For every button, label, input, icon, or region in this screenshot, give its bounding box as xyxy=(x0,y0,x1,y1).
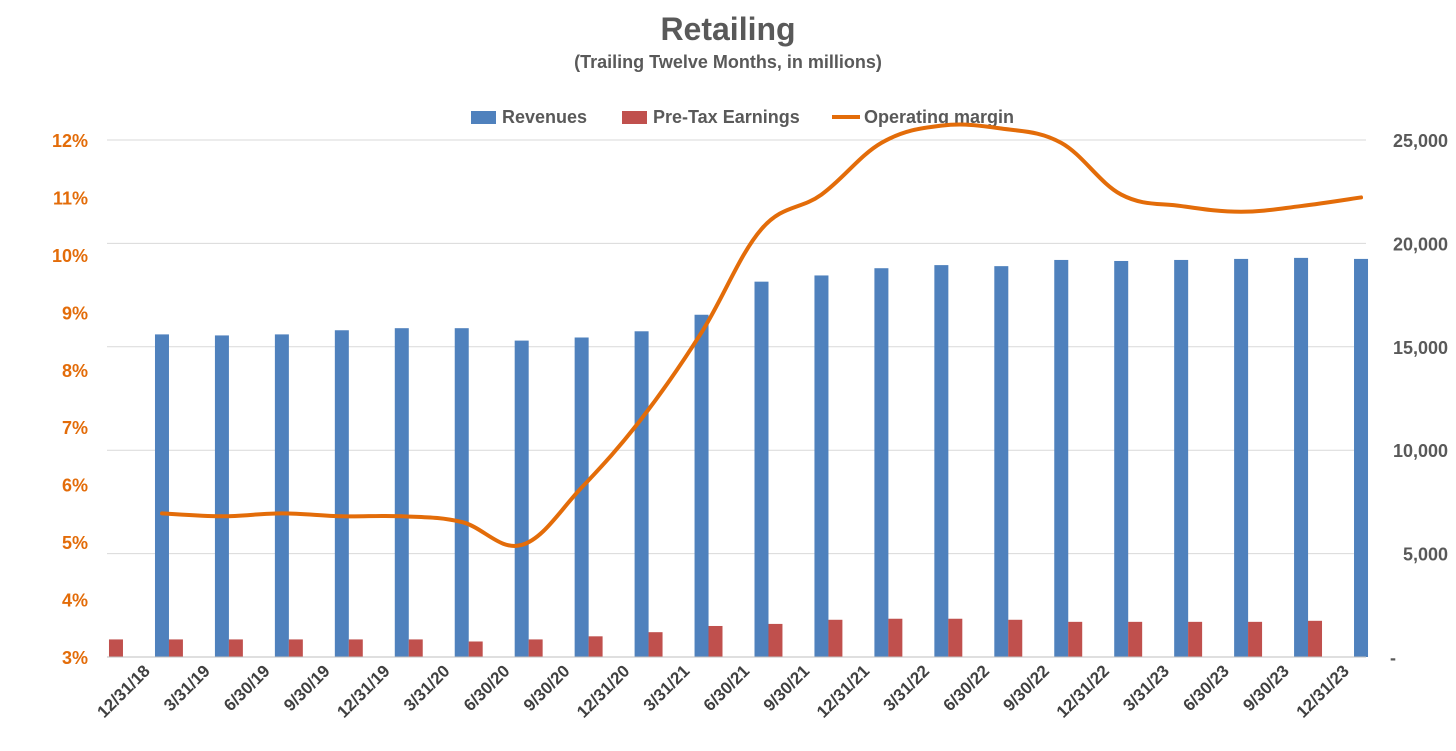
revenues-bar xyxy=(334,330,349,657)
left-y-tick-label: 11% xyxy=(53,188,88,208)
left-y-tick-label: 7% xyxy=(62,418,88,438)
x-tick-label: 12/31/20 xyxy=(573,661,633,721)
x-tick-label: 12/31/19 xyxy=(333,661,393,721)
revenues-bar xyxy=(874,268,889,657)
right-y-tick-label: - xyxy=(1390,648,1396,668)
x-axis: 12/31/18 3/31/19 6/30/19 9/30/19 12/31/19 3/3… xyxy=(94,661,1353,721)
pretax-bar xyxy=(288,639,303,657)
pretax-bars xyxy=(108,618,1323,657)
left-y-tick-label: 5% xyxy=(62,533,88,553)
revenues-bars xyxy=(154,257,1369,657)
revenues-bar xyxy=(634,331,649,657)
left-y-tick-label: 3% xyxy=(62,648,88,668)
pretax-bar xyxy=(108,639,123,657)
legend-swatch xyxy=(622,111,647,124)
revenues-bar xyxy=(154,334,169,657)
left-y-axis: 3% 4% 5% 6% 7% 8% 9% 10% 11% 12% xyxy=(52,131,88,668)
revenues-bar xyxy=(1294,257,1309,657)
legend-item: Operating margin xyxy=(832,107,1014,127)
left-y-tick-label: 8% xyxy=(62,361,88,381)
pretax-bar xyxy=(708,625,723,657)
revenues-bar xyxy=(694,314,709,657)
pretax-bar xyxy=(768,623,783,657)
left-y-tick-label: 10% xyxy=(52,246,88,266)
revenues-bar xyxy=(754,281,769,657)
left-y-tick-label: 9% xyxy=(62,303,88,323)
x-tick-label: 9/30/21 xyxy=(760,661,814,715)
operating-margin-path xyxy=(159,122,1364,548)
revenues-bar xyxy=(1354,258,1369,657)
pretax-bar xyxy=(1248,621,1263,657)
x-tick-label: 12/31/18 xyxy=(94,661,154,721)
legend-label: Pre-Tax Earnings xyxy=(653,107,800,127)
legend-swatch xyxy=(471,111,496,124)
pretax-bar xyxy=(588,636,603,657)
revenues-bar xyxy=(454,328,469,657)
revenues-bar xyxy=(1234,258,1249,657)
revenues-bar xyxy=(514,340,529,657)
pretax-bar xyxy=(408,639,423,657)
chart-title: Retailing xyxy=(660,11,795,47)
revenues-bar xyxy=(934,265,949,657)
x-tick-label: 3/31/21 xyxy=(640,661,694,715)
revenues-bar xyxy=(1174,259,1189,657)
pretax-bar xyxy=(168,639,183,657)
chart-subtitle: (Trailing Twelve Months, in millions) xyxy=(574,52,882,72)
x-tick-label: 6/30/20 xyxy=(460,661,514,715)
pretax-bar xyxy=(468,641,483,657)
legend-item: Pre-Tax Earnings xyxy=(622,107,800,127)
pretax-bar xyxy=(1068,621,1083,657)
x-tick-label: 12/31/21 xyxy=(813,661,873,721)
pretax-bar xyxy=(648,632,663,657)
right-y-tick-label: 25,000 xyxy=(1393,131,1448,151)
legend-item: Revenues xyxy=(471,107,587,127)
pretax-bar xyxy=(1188,621,1203,657)
revenues-bar xyxy=(1054,259,1069,657)
x-tick-label: 9/30/20 xyxy=(520,661,574,715)
right-y-tick-label: 10,000 xyxy=(1393,441,1448,461)
revenues-bar xyxy=(994,266,1009,657)
x-tick-label: 6/30/21 xyxy=(700,661,754,715)
left-y-tick-label: 12% xyxy=(52,131,88,151)
x-tick-label: 6/30/23 xyxy=(1179,661,1233,715)
x-tick-label: 9/30/19 xyxy=(280,661,334,715)
operating-margin-line xyxy=(159,122,1364,548)
pretax-bar xyxy=(888,618,903,657)
x-tick-label: 12/31/23 xyxy=(1293,661,1353,721)
legend-label: Revenues xyxy=(502,107,587,127)
pretax-bar xyxy=(1128,621,1143,657)
left-y-tick-label: 6% xyxy=(62,476,88,496)
left-y-tick-label: 4% xyxy=(62,591,88,611)
right-y-tick-label: 15,000 xyxy=(1393,338,1448,358)
right-y-axis: - 5,000 10,000 15,000 20,000 25,000 xyxy=(1390,131,1448,668)
x-tick-label: 6/30/19 xyxy=(220,661,274,715)
right-y-tick-label: 5,000 xyxy=(1403,545,1448,565)
x-tick-label: 3/31/22 xyxy=(880,661,934,715)
pretax-bar xyxy=(528,639,543,657)
revenues-bar xyxy=(214,335,229,657)
x-tick-label: 3/31/19 xyxy=(160,661,214,715)
pretax-bar xyxy=(948,618,963,657)
revenues-bar xyxy=(814,275,829,657)
pretax-bar xyxy=(228,639,243,657)
revenues-bar xyxy=(394,328,409,657)
pretax-bar xyxy=(348,639,363,657)
x-tick-label: 9/30/23 xyxy=(1239,661,1293,715)
right-y-tick-label: 20,000 xyxy=(1393,234,1448,254)
legend-label: Operating margin xyxy=(864,107,1014,127)
pretax-bar xyxy=(1308,620,1323,657)
pretax-bar xyxy=(1008,619,1023,657)
legend: Revenues Pre-Tax Earnings Operating margin xyxy=(471,107,1014,127)
x-tick-label: 9/30/22 xyxy=(1000,661,1054,715)
x-tick-label: 3/31/23 xyxy=(1119,661,1173,715)
x-tick-label: 12/31/22 xyxy=(1053,661,1113,721)
revenues-bar xyxy=(574,337,589,657)
x-tick-label: 3/31/20 xyxy=(400,661,454,715)
revenues-bar xyxy=(274,334,289,657)
x-tick-label: 6/30/22 xyxy=(940,661,994,715)
revenues-bar xyxy=(1114,260,1129,657)
pretax-bar xyxy=(828,619,843,657)
gridlines xyxy=(107,139,1366,555)
